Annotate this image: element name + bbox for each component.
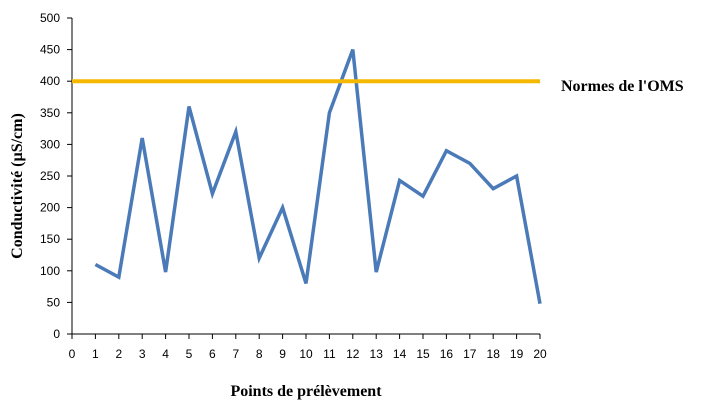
x-tick-label: 17 [463,347,477,361]
x-tick-label: 15 [416,347,430,361]
oms-norm-label: Normes de l'OMS [561,78,684,95]
series-line [94,48,542,304]
x-tick-label: 6 [209,347,216,361]
x-tick-label: 11 [323,347,336,361]
x-tick-label: 4 [162,347,169,361]
x-axis-ticks: 0 1 2 3 4 5 6 7 8 9 10 11 12 13 14 15 16 17 18 19 20 [69,334,547,361]
x-tick-label: 9 [279,347,286,361]
y-tick-label: 250 [40,169,60,183]
x-tick-label: 16 [440,347,454,361]
x-tick-label: 12 [346,347,360,361]
y-tick-label: 450 [40,43,60,57]
y-tick-label: 150 [40,232,60,246]
x-axis-title: Points de prélèvement [230,383,382,400]
x-tick-label: 2 [115,347,122,361]
y-tick-label: 50 [47,295,61,309]
y-tick-label: 350 [40,106,60,120]
x-tick-label: 1 [92,347,99,361]
series-group [94,48,542,304]
x-tick-label: 3 [139,347,146,361]
x-tick-label: 20 [533,347,547,361]
y-axis-ticks: 0 50 100 150 200 250 300 350 400 450 500 [40,11,72,341]
x-tick-label: 7 [232,347,239,361]
x-tick-label: 18 [487,347,501,361]
x-tick-label: 14 [393,347,407,361]
y-axis-title: Conductivité (µS/cm) [9,113,26,259]
y-tick-label: 0 [53,327,60,341]
x-tick-label: 13 [370,347,384,361]
axes [71,18,540,335]
x-tick-label: 19 [510,347,524,361]
x-tick-label: 0 [69,347,76,361]
y-tick-label: 300 [40,137,60,151]
y-tick-label: 100 [40,264,60,278]
y-tick-label: 200 [40,201,60,215]
y-tick-label: 400 [40,74,60,88]
x-tick-label: 8 [256,347,263,361]
reference-line-group: Normes de l'OMS [72,78,684,95]
x-tick-label: 10 [299,347,313,361]
x-tick-label: 5 [186,347,193,361]
y-tick-label: 500 [40,11,60,25]
